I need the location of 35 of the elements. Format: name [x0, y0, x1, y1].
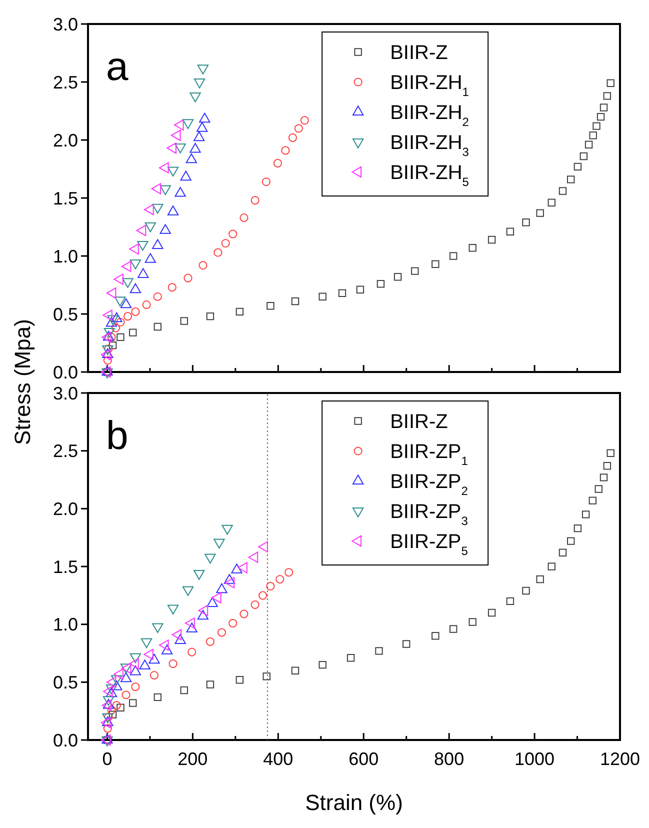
x-tick-label: 200 — [178, 749, 208, 769]
legend-label: BIIR-ZP$_{5}$ — [390, 531, 468, 558]
legend-label: BIIR-ZH$_{1}$ — [390, 72, 470, 99]
legend-label: BIIR-ZH$_{5}$ — [390, 162, 470, 189]
y-tick-label: 2.0 — [52, 498, 78, 519]
y-tick-label: 3.0 — [52, 383, 78, 404]
legend-label: BIIR-ZH$_{2}$ — [390, 102, 470, 129]
x-tick-label: 0 — [102, 749, 112, 769]
x-tick-label: 1000 — [514, 749, 555, 769]
x-tick-label: 800 — [434, 749, 464, 769]
legend-label: BIIR-ZP$_{3}$ — [390, 501, 468, 528]
y-tick-label: 2.5 — [52, 441, 78, 462]
legend-label: BIIR-ZP$_{2}$ — [390, 471, 468, 498]
x-axis-title: Strain (%) — [305, 790, 403, 815]
legend-label: BIIR-ZH$_{3}$ — [390, 132, 470, 159]
y-tick-label: 2.0 — [52, 130, 78, 150]
x-tick-label: 1200 — [600, 749, 640, 769]
y-tick-label: 1.0 — [52, 614, 78, 635]
y-tick-label: 0.5 — [52, 672, 78, 692]
annotation: a — [106, 45, 129, 89]
x-tick-label: 400 — [263, 749, 294, 769]
y-tick-label: 0.5 — [52, 304, 78, 324]
x-tick-label: 600 — [348, 749, 379, 769]
y-tick-label: 0.0 — [52, 362, 78, 382]
annotation: b — [106, 414, 128, 458]
legend-label: BIIR-Z — [390, 411, 448, 433]
y-axis-title: Stress (Mpa) — [10, 319, 35, 445]
y-tick-label: 0.0 — [52, 730, 78, 750]
legend-label: BIIR-Z — [390, 42, 448, 64]
legend-label: BIIR-ZP$_{1}$ — [390, 441, 468, 468]
y-tick-label: 1.5 — [52, 188, 78, 208]
y-tick-label: 2.5 — [52, 72, 78, 92]
y-tick-label: 1.5 — [52, 556, 78, 577]
y-tick-label: 3.0 — [52, 14, 78, 34]
y-tick-label: 1.0 — [52, 246, 78, 266]
